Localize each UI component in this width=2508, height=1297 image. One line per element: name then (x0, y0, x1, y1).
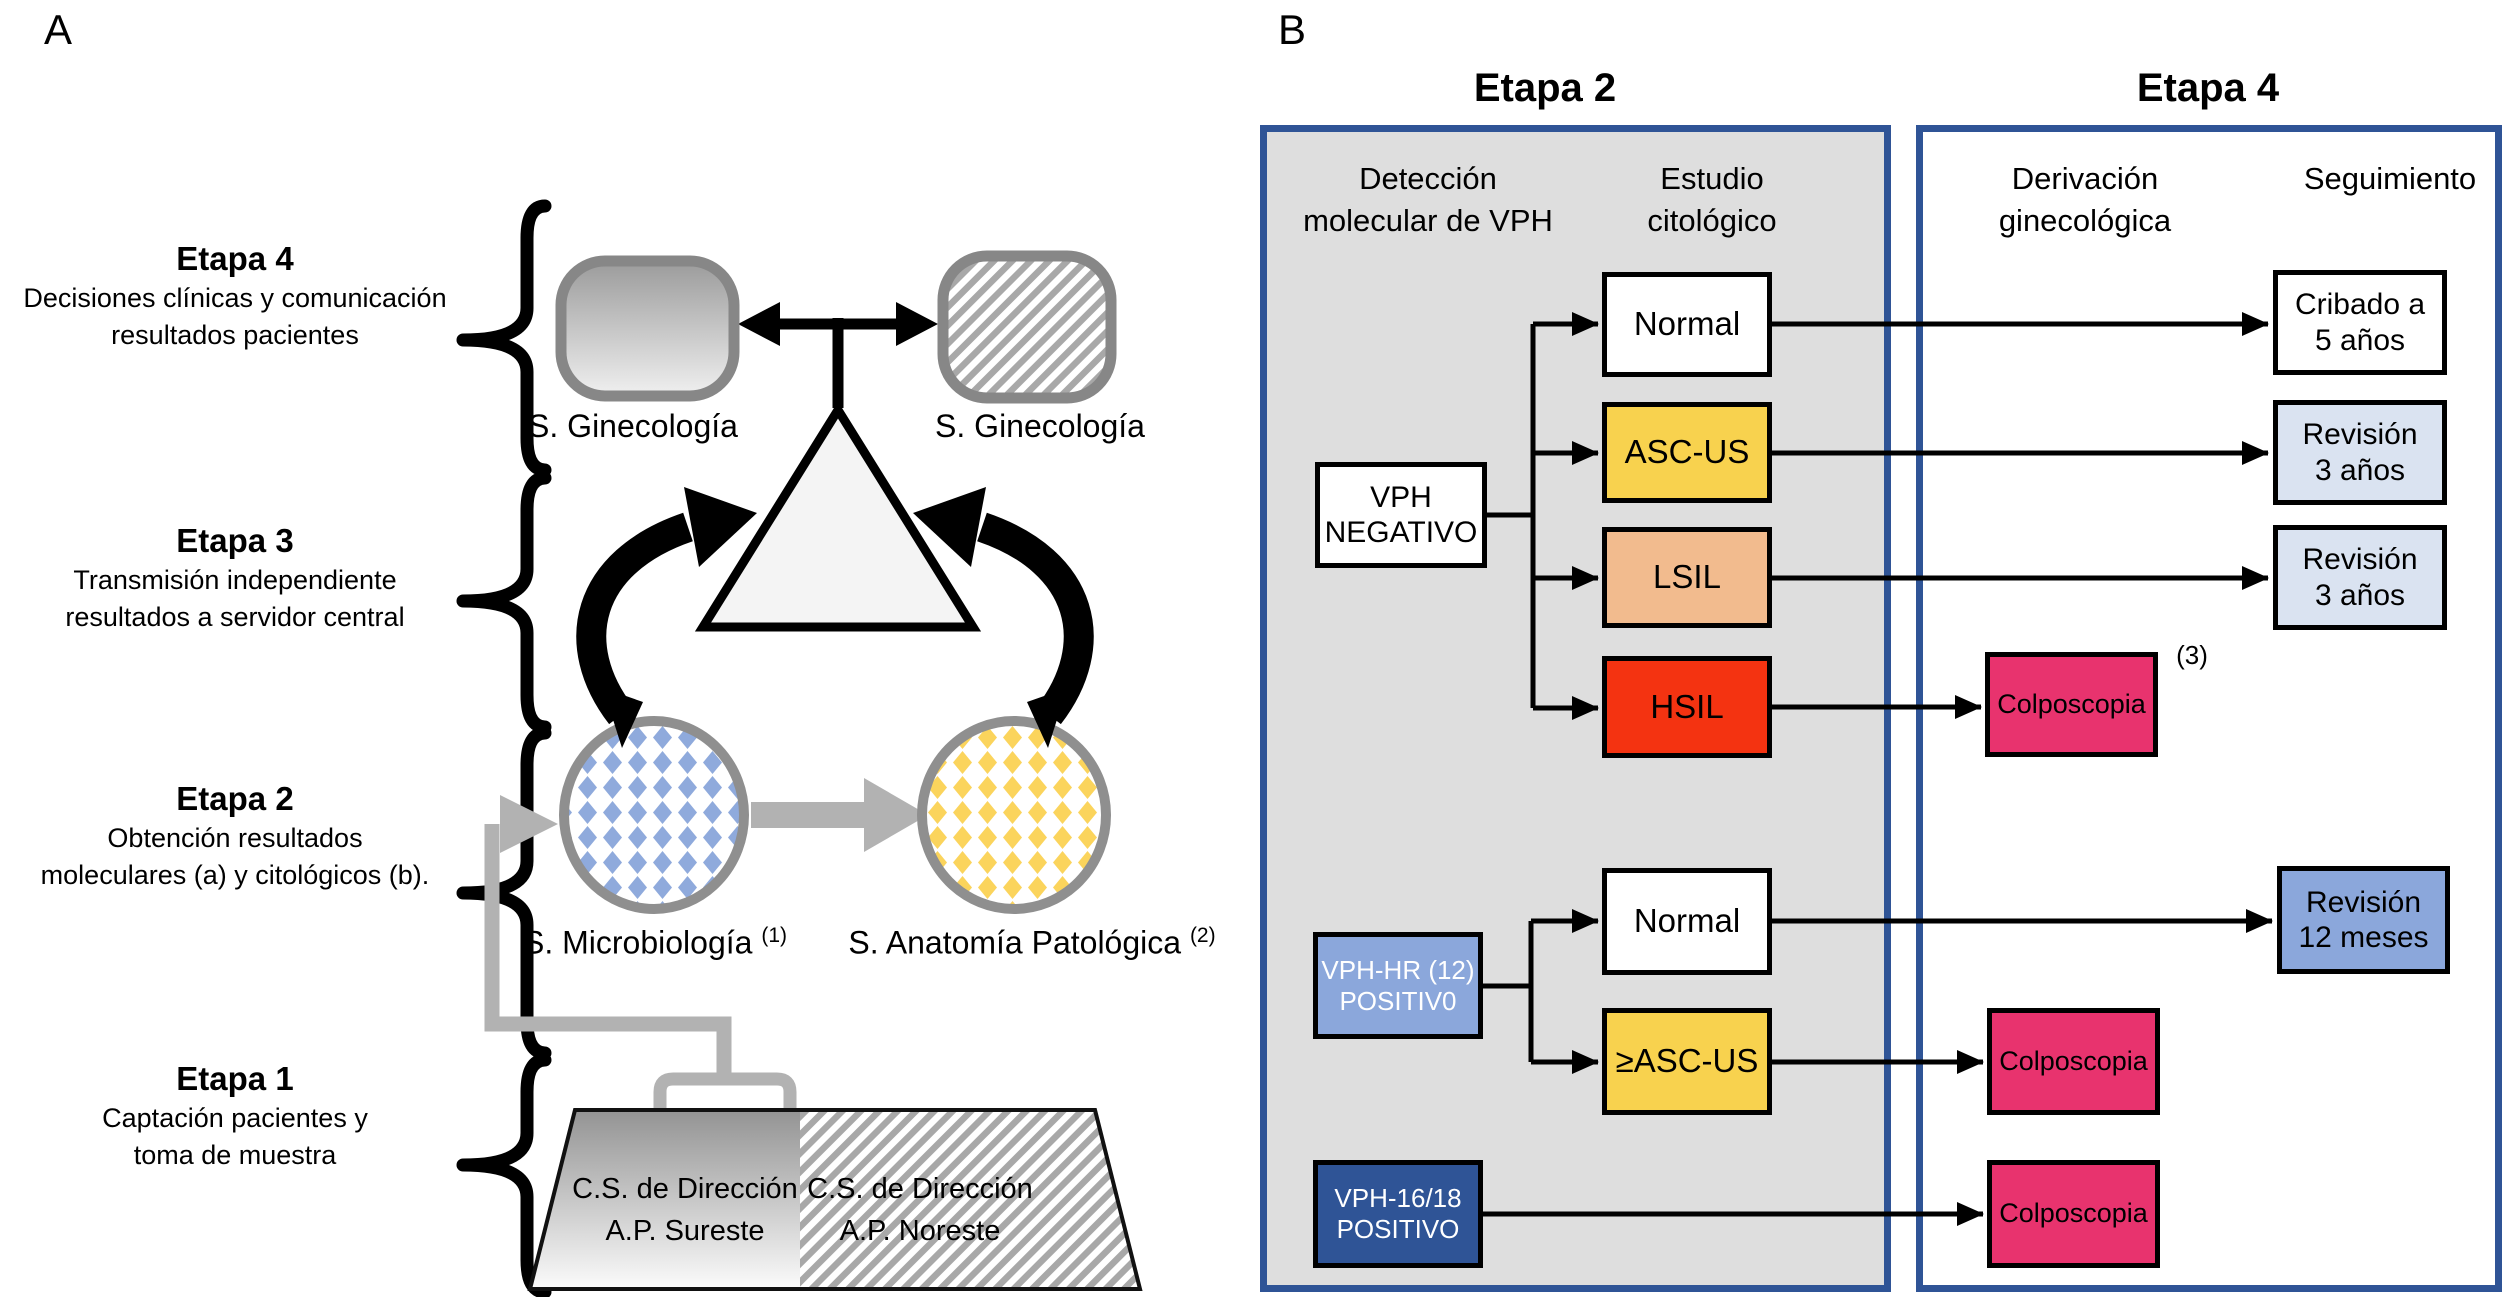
panel-b-label: B (1277, 6, 1306, 53)
gynecology-double-arrow (738, 302, 938, 408)
box-revision-3-anos-1: Revisión 3 años (2273, 400, 2447, 505)
etapa4-header: Etapa 4 (2136, 66, 2280, 110)
stage-etapa3-line1: Transmisión independiente (73, 565, 397, 595)
lab-to-lab-arrowhead (864, 778, 928, 852)
stage-etapa2-line1: Obtención resultados (107, 823, 363, 853)
box-colposcopia-1: Colposcopia (1985, 652, 2158, 757)
health-center-noreste-line2: A.P. Noreste (839, 1215, 1001, 1247)
stage-etapa1-line1: Captación pacientes y (102, 1103, 368, 1133)
box-ascus: ASC-US (1602, 402, 1772, 503)
gynecology-left-square (555, 255, 740, 402)
health-center-sureste-line1: C.S. de Dirección (572, 1173, 798, 1205)
stage-etapa4: Etapa 4 Decisiones clínicas y comunicaci… (0, 238, 470, 354)
brace-etapa2 (456, 726, 552, 1060)
stage-etapa1-title: Etapa 1 (176, 1060, 294, 1097)
microbiology-label-sup: (1) (761, 924, 787, 947)
brace-etapa1 (456, 1053, 552, 1297)
stage-etapa2: Etapa 2 Obtención resultados moleculares… (0, 778, 470, 894)
panel-a-label: A (43, 6, 72, 53)
pathology-label: S. Anatomía Patológica (2) (812, 924, 1252, 962)
stage-etapa2-line2: moleculares (a) y citológicos (b). (40, 860, 430, 890)
stage-etapa3: Etapa 3 Transmisión independiente result… (0, 520, 470, 636)
gynecology-left-label: S. Ginecología (528, 408, 738, 444)
box-cribado-5-anos: Cribado a 5 años (2273, 270, 2447, 375)
trapezoid-left-half (530, 1110, 800, 1289)
gynecology-right-square (937, 250, 1117, 404)
box-hsil: HSIL (1602, 656, 1772, 758)
box-colposcopia-2: Colposcopia (1987, 1008, 2160, 1115)
box-revision-3-anos-2: Revisión 3 años (2273, 525, 2447, 630)
stage-etapa4-line2: resultados pacientes (111, 320, 359, 350)
central-server-triangle (694, 401, 982, 632)
flowchart-arrows (1483, 312, 2273, 1226)
column-seguimiento: Seguimiento (2303, 161, 2477, 196)
stage-etapa4-title: Etapa 4 (176, 240, 294, 277)
gynecology-right-label: S. Ginecología (935, 408, 1145, 444)
box-revision-12-meses: Revisión 12 meses (2277, 866, 2450, 974)
box-normal-1: Normal (1602, 272, 1772, 377)
microbiology-label-text: S. Microbiología (523, 924, 753, 961)
pathology-label-text: S. Anatomía Patológica (848, 924, 1182, 961)
brace-etapa3 (456, 471, 552, 734)
box-normal-2: Normal (1602, 868, 1772, 975)
upload-curved-arrows (576, 487, 1094, 748)
box-lsil: LSIL (1602, 527, 1772, 628)
stage-etapa1-line2: toma de muestra (133, 1140, 337, 1170)
stage-etapa3-title: Etapa 3 (176, 522, 294, 559)
box-colposcopia-3: Colposcopia (1987, 1160, 2160, 1268)
stage-etapa4-line1: Decisiones clínicas y comunicación (23, 283, 447, 313)
stage-etapa2-title: Etapa 2 (176, 780, 294, 817)
box-vph-negativo: VPH NEGATIVO (1315, 462, 1487, 568)
box-vph-hr-positivo: VPH-HR (12) POSITIV0 (1313, 932, 1483, 1039)
trapezoid-right-half (800, 1110, 1140, 1289)
column-estudio-citologico: Estudio citológico (1647, 161, 1777, 238)
health-center-sureste-line2: A.P. Sureste (605, 1215, 765, 1247)
colposcopia-1-footnote: (3) (2176, 640, 2208, 670)
health-centers-trapezoid (527, 1108, 1143, 1291)
stage-etapa3-line2: resultados a servidor central (65, 602, 405, 632)
stage-etapa1: Etapa 1 Captación pacientes y toma de mu… (0, 1058, 470, 1174)
microbiology-label: S. Microbiología (1) (455, 924, 855, 962)
box-vph-1618-positivo: VPH-16/18 POSITIVO (1313, 1160, 1483, 1268)
health-center-noreste-label: C.S. de Dirección A.P. Noreste (790, 1168, 1050, 1252)
column-deteccion-molecular: Detección molecular de VPH (1303, 161, 1553, 238)
health-center-sureste-label: C.S. de Dirección A.P. Sureste (560, 1168, 810, 1252)
etapa2-header: Etapa 2 (1473, 66, 1617, 110)
box-gte-ascus: ≥ASC-US (1602, 1008, 1772, 1115)
pathology-circle (917, 716, 1111, 914)
stage-braces (456, 199, 552, 1297)
pipe-arrowhead (500, 795, 558, 853)
microbiology-circle (559, 716, 749, 914)
brace-etapa4 (456, 199, 552, 477)
health-center-noreste-line1: C.S. de Dirección (807, 1173, 1033, 1205)
column-derivacion-ginecologica: Derivación ginecológica (1998, 161, 2172, 238)
pathology-label-sup: (2) (1189, 924, 1216, 947)
sample-flow-pipes (484, 778, 928, 1112)
